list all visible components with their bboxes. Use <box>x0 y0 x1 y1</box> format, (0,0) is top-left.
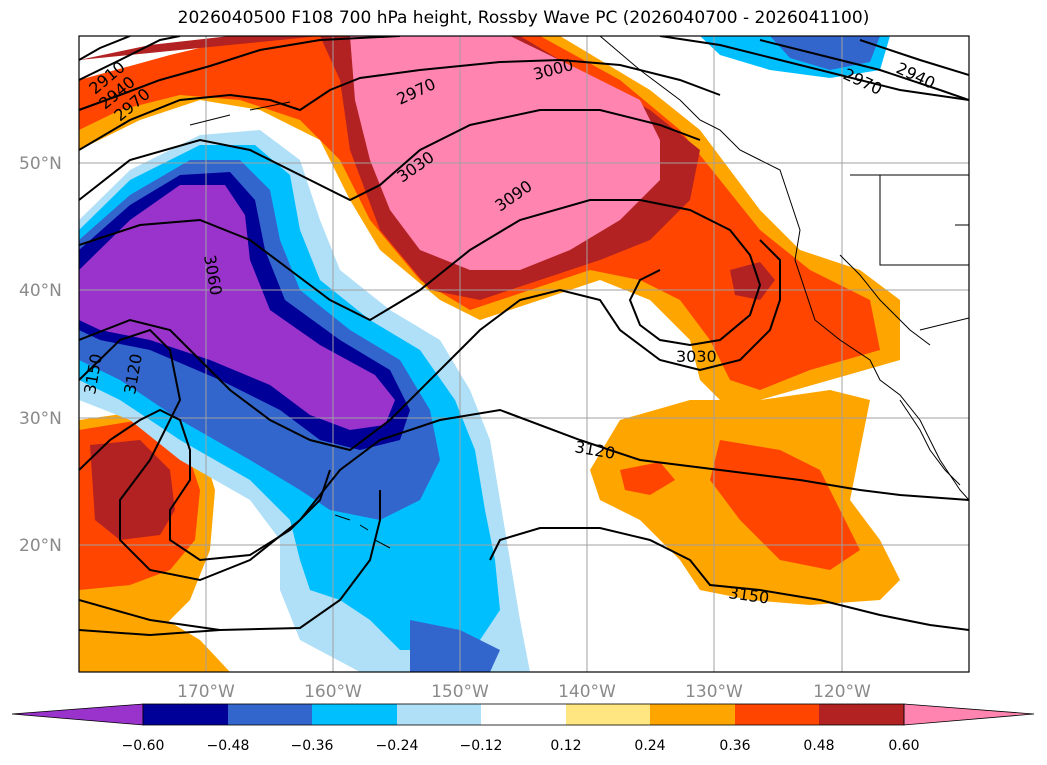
anomaly-positive-west-core <box>90 440 175 540</box>
lat-label-20n: 20°N <box>19 536 62 556</box>
height-contours <box>79 36 969 637</box>
colorbar-tick-label: 0.48 <box>803 738 834 754</box>
colorbar-tick-label: 0.24 <box>634 738 665 754</box>
colorbar-bin <box>228 704 312 725</box>
colorbar-frame <box>142 703 905 726</box>
lon-label-130w: 130°W <box>685 682 743 702</box>
colorbar-extend-low <box>11 703 144 726</box>
colorbar-tick-label: −0.36 <box>291 738 334 754</box>
colorbar-bin <box>312 704 397 725</box>
graticule <box>79 36 969 672</box>
colorbar-tick-label: −0.12 <box>460 738 503 754</box>
anomaly-negative-south <box>410 620 500 672</box>
colorbar-bin <box>397 704 481 725</box>
anomaly-red-small <box>620 462 675 495</box>
colorbar-tick-label: 0.12 <box>550 738 581 754</box>
colorbar-bin <box>735 704 819 725</box>
map-title: 2026040500 F108 700 hPa height, Rossby W… <box>177 8 870 28</box>
lat-label-50n: 50°N <box>19 154 62 174</box>
lon-label-170w: 170°W <box>177 682 235 702</box>
colorbar-bin <box>481 704 566 725</box>
lon-label-150w: 150°W <box>431 682 489 702</box>
latitude-labels: 50°N 40°N 30°N 20°N <box>19 154 62 556</box>
colorbar-extend-high <box>903 703 1035 726</box>
anomaly-negative-ne-core <box>770 36 880 70</box>
anomaly-pink-north <box>350 36 660 270</box>
lon-label-160w: 160°W <box>304 682 362 702</box>
lat-label-30n: 30°N <box>19 409 62 429</box>
colorbar-bin <box>566 704 650 725</box>
colorbar-tick-label: −0.60 <box>122 738 165 754</box>
colorbar-tick-label: −0.24 <box>376 738 419 754</box>
colorbar-bin <box>143 704 228 725</box>
colorbar-bin <box>819 704 904 725</box>
contour-label: 3030 <box>676 347 717 366</box>
anomaly-fill-layer <box>79 36 900 672</box>
coastlines <box>189 36 969 549</box>
colorbar: −0.60 −0.48 −0.36 −0.24 −0.12 0.12 0.24 … <box>11 703 1035 754</box>
colorbar-tick-label: 0.60 <box>888 738 919 754</box>
map-frame <box>78 35 970 673</box>
lon-label-140w: 140°W <box>558 682 616 702</box>
colorbar-tick-label: −0.48 <box>207 738 250 754</box>
lon-label-120w: 120°W <box>813 682 871 702</box>
anomaly-negative-core <box>79 185 395 430</box>
lat-label-40n: 40°N <box>19 281 62 301</box>
colorbar-tick-label: 0.36 <box>719 738 750 754</box>
longitude-labels: 170°W 160°W 150°W 140°W 130°W 120°W <box>177 682 871 702</box>
anomaly-positive-sw <box>79 600 230 672</box>
colorbar-bin <box>650 704 735 725</box>
